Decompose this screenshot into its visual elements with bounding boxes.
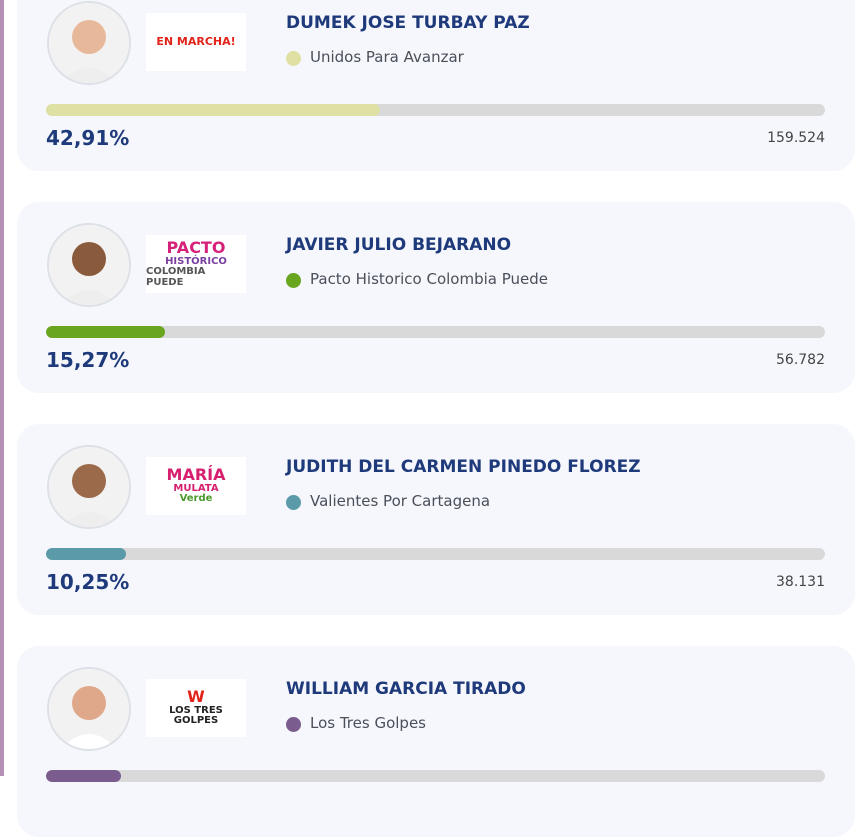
candidate-name: WILLIAM GARCIA TIRADO — [286, 679, 526, 699]
vote-count: 159.524 — [767, 130, 825, 146]
party-dot — [286, 273, 301, 288]
candidate-photo — [47, 445, 131, 529]
party-logo: PACTO HISTÓRICO COLOMBIA PUEDE — [146, 235, 246, 293]
logo-text: PACTO — [166, 237, 226, 257]
progress-track — [46, 104, 825, 116]
photo-art — [49, 225, 129, 305]
candidate-name: JAVIER JULIO BEJARANO — [286, 235, 512, 255]
vote-percent: 42,91% — [46, 126, 130, 150]
logo-text: EN MARCHA! — [156, 35, 236, 49]
candidate-photo — [47, 223, 131, 307]
progress-track — [46, 770, 825, 782]
party-logo: W LOS TRES GOLPES — [146, 679, 246, 737]
party-logo: EN MARCHA! — [146, 13, 246, 71]
candidate-card: MARÍA MULATA Verde JUDITH DEL CARMEN PINEDO… — [17, 424, 855, 615]
logo-text: MARÍA — [166, 465, 226, 485]
candidate-card: W LOS TRES GOLPES WILLIAM GARCIA TIRADO Los … — [17, 646, 855, 837]
party-logo: MARÍA MULATA Verde — [146, 457, 246, 515]
progress-fill — [46, 104, 381, 116]
candidate-name: JUDITH DEL CARMEN PINEDO FLOREZ — [286, 457, 641, 477]
progress-fill — [46, 548, 126, 560]
progress-fill — [46, 326, 165, 338]
candidate-name: DUMEK JOSE TURBAY PAZ — [286, 13, 530, 33]
logo-text: LOS TRES — [169, 704, 223, 716]
party-dot — [286, 495, 301, 510]
vote-percent: 15,27% — [46, 348, 130, 372]
candidate-card: EN MARCHA! DUMEK JOSE TURBAY PAZ Unidos Pa… — [17, 0, 855, 171]
photo-art — [49, 3, 129, 83]
page: EN MARCHA! DUMEK JOSE TURBAY PAZ Unidos Pa… — [0, 0, 855, 782]
side-border — [0, 0, 4, 776]
logo-text: COLOMBIA PUEDE — [146, 266, 206, 288]
party-name: Valientes Por Cartagena — [310, 492, 491, 510]
candidate-photo — [47, 667, 131, 751]
candidate-photo — [47, 1, 131, 85]
candidate-card: PACTO HISTÓRICO COLOMBIA PUEDE JAVIER JULIO… — [17, 202, 855, 393]
vote-count: 38.131 — [776, 574, 825, 590]
vote-count: 56.782 — [776, 352, 825, 368]
progress-track — [46, 548, 825, 560]
progress-track — [46, 326, 825, 338]
logo-text: Verde — [179, 493, 213, 505]
photo-art — [49, 669, 129, 749]
party-name: Pacto Historico Colombia Puede — [310, 270, 549, 288]
photo-art — [49, 447, 129, 527]
progress-fill — [46, 770, 121, 782]
party-name: Los Tres Golpes — [310, 714, 426, 732]
vote-percent: 10,25% — [46, 570, 130, 594]
party-name: Unidos Para Avanzar — [310, 48, 464, 66]
party-dot — [286, 51, 301, 66]
logo-text: GOLPES — [173, 715, 219, 727]
logo-text: HISTÓRICO — [165, 255, 227, 267]
party-dot — [286, 717, 301, 732]
logo-text: W — [187, 687, 205, 707]
logo-text: MULATA — [173, 482, 219, 494]
